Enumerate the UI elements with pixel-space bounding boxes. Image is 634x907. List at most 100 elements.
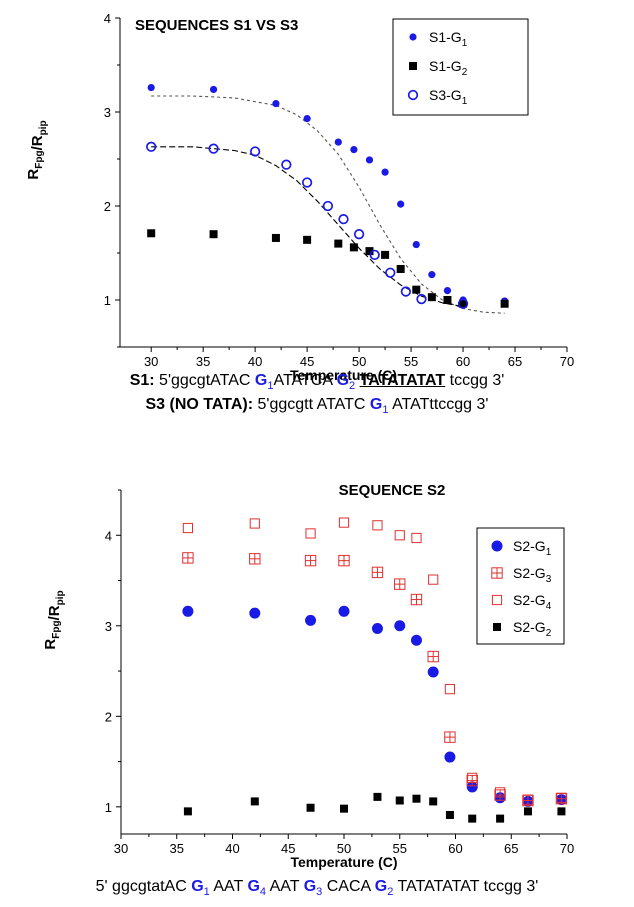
- legend-label: S1-G2: [429, 58, 468, 78]
- x-tick-label: 30: [114, 841, 128, 856]
- fit-curve: [151, 95, 505, 314]
- y-axis-label: RFpg/Rpip: [25, 120, 49, 179]
- data-point: [394, 578, 406, 590]
- data-point: [557, 807, 566, 816]
- x-axis-label: Temperature (C): [290, 367, 397, 383]
- data-point: [467, 772, 478, 783]
- data-point: [428, 574, 439, 585]
- sequence-s1-g2: G2: [337, 372, 356, 392]
- sequence-s2-g1: G1: [191, 878, 210, 898]
- y-tick-label: 2: [105, 709, 112, 724]
- g1-subscript: 1: [382, 404, 389, 417]
- data-point: [249, 518, 260, 529]
- sequence-s1-tata-box: TATATATAT: [359, 372, 446, 389]
- data-point: [249, 607, 261, 619]
- legend-label-main: S3-G: [429, 87, 462, 103]
- data-point: [412, 240, 420, 249]
- sequence-s2-part3: AAT: [266, 878, 304, 895]
- series-s2-g2: [183, 792, 566, 823]
- g4-subscript: 4: [259, 886, 267, 899]
- data-point: [338, 605, 350, 617]
- legend-label-main: S1-G: [429, 29, 462, 45]
- g1-letter: G: [369, 396, 383, 413]
- data-point: [395, 796, 404, 805]
- legend-label-subscript: 4: [546, 601, 552, 612]
- y-axis-label: RFpg/Rpip: [42, 590, 66, 649]
- data-point: [334, 138, 342, 146]
- data-point: [334, 239, 343, 248]
- y-axis-label-subscript: Fpg: [34, 150, 45, 168]
- data-point: [303, 114, 311, 123]
- series-s2-g3: [182, 552, 568, 807]
- data-point: [340, 804, 348, 813]
- sequence-s3-label: S3 (NO TATA):: [145, 396, 254, 413]
- y-axis-label-part: R: [25, 169, 42, 180]
- x-tick-label: 35: [170, 841, 184, 856]
- sequence-s2: 5' ggcgtatAC G1 AAT G4 AAT G3 CACA G2 TA…: [0, 878, 634, 898]
- data-point: [369, 249, 380, 261]
- legend-marker: [407, 89, 419, 101]
- y-tick-label: 1: [104, 293, 111, 308]
- legend-label-main: S2-G: [513, 538, 546, 554]
- data-point: [305, 528, 316, 539]
- sequence-s2-part1: 5' ggcgtatAC: [95, 878, 192, 895]
- data-point: [250, 797, 259, 806]
- data-point: [381, 168, 389, 176]
- y-axis-label-subscript: pip: [55, 590, 66, 605]
- data-point: [147, 229, 156, 238]
- legend-label-subscript: 3: [546, 574, 552, 585]
- sequence-s3: S3 (NO TATA): 5'ggcgtt ATATC G1 ATATttcc…: [0, 396, 634, 416]
- data-point: [365, 247, 374, 256]
- data-point: [495, 787, 506, 798]
- sequence-s2-part2: AAT: [209, 878, 248, 895]
- y-tick-label: 4: [105, 528, 112, 543]
- x-tick-label: 55: [393, 841, 407, 856]
- data-point: [397, 200, 405, 208]
- legend-marker: [491, 594, 503, 606]
- data-point: [457, 298, 469, 309]
- g1-letter: G: [191, 878, 204, 895]
- x-tick-label: 50: [352, 354, 366, 369]
- data-point: [459, 299, 468, 308]
- legend-label: S3-G1: [429, 87, 468, 107]
- x-tick-label: 65: [508, 354, 522, 369]
- data-point: [304, 554, 317, 567]
- legend-marker: [493, 623, 501, 631]
- legend-marker: [491, 540, 503, 552]
- y-tick-label: 2: [104, 199, 111, 214]
- data-point: [466, 774, 478, 787]
- legend-label: S2-G4: [513, 592, 552, 612]
- data-point: [371, 566, 384, 579]
- data-point: [271, 233, 280, 242]
- data-point: [373, 792, 382, 801]
- sequence-s2-part5: TATATATAT tccgg 3': [393, 878, 539, 895]
- chart-title: SEQUENCE S2: [339, 482, 446, 499]
- data-point: [468, 814, 477, 823]
- data-point: [182, 552, 194, 564]
- data-point: [427, 650, 439, 663]
- data-point: [322, 200, 334, 212]
- data-point: [412, 794, 421, 803]
- x-tick-label: 70: [560, 354, 574, 369]
- y-tick-label: 4: [104, 11, 111, 26]
- y-tick-label: 3: [104, 105, 111, 120]
- data-point: [371, 623, 383, 635]
- y-axis-label-part: R: [42, 639, 59, 650]
- series-s3-g1: [146, 141, 469, 309]
- legend-label-main: S2-G: [513, 592, 546, 608]
- legend-label: S2-G1: [513, 538, 552, 558]
- x-axis-label: Temperature (C): [290, 854, 397, 870]
- data-point: [410, 593, 423, 606]
- sequence-s3-part2: ATATttccgg 3': [388, 396, 489, 413]
- data-point: [496, 814, 505, 823]
- data-point: [385, 267, 396, 278]
- sequence-s1-part1: 5'ggcgtATAC: [154, 372, 255, 389]
- data-point: [372, 520, 383, 531]
- data-point: [445, 810, 454, 819]
- data-point: [444, 684, 456, 695]
- g2-letter: G: [374, 878, 388, 895]
- data-point: [427, 293, 436, 302]
- x-tick-label: 30: [144, 354, 158, 369]
